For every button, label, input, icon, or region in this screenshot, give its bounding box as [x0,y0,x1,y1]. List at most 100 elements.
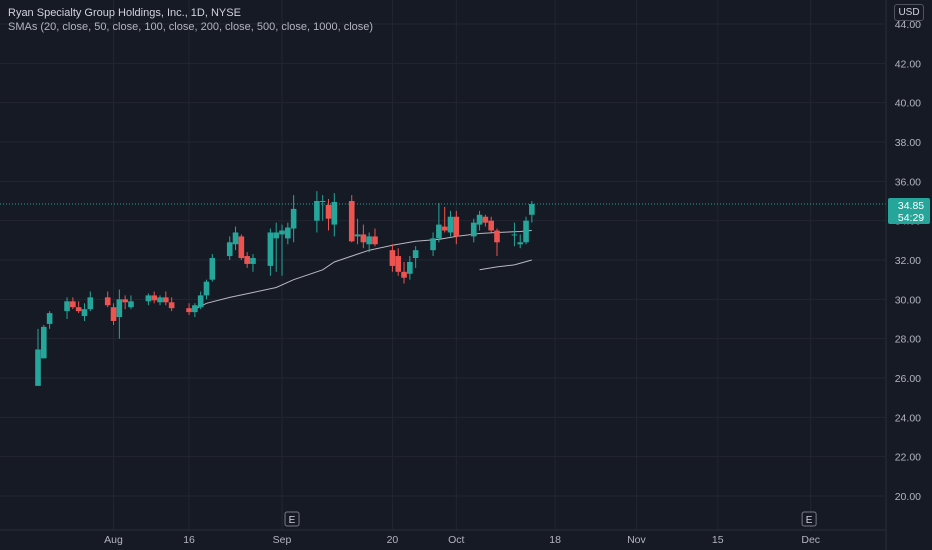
candle [319,195,326,221]
price-tick-label: 22.00 [895,452,921,464]
candle-body [366,236,372,245]
price-axis[interactable]: 20.0022.0024.0026.0028.0030.0032.0034.00… [895,19,921,503]
earnings-marker[interactable]: E [284,511,300,527]
candle [366,232,372,253]
candle-body [319,201,326,203]
candle [372,228,378,247]
candle [523,216,529,245]
candle [470,218,477,243]
candle [348,195,355,243]
earnings-icon[interactable] [801,511,817,527]
candle-body [470,222,477,237]
candle-body [232,232,239,245]
price-tick-label: 40.00 [895,98,921,110]
candle [116,289,123,339]
candle-body [273,232,280,239]
candle [122,295,128,310]
candle [447,210,454,237]
time-tick-label: Aug [104,534,123,546]
candle [412,246,419,268]
time-tick-label: Nov [627,534,646,546]
candle-body [35,349,41,386]
candle-body [70,301,76,308]
candle [197,291,204,310]
candle-body [430,238,436,251]
candle-body [529,203,535,215]
candle-body [267,232,274,266]
candle-body [354,234,361,237]
candle [285,222,291,245]
candle-body [285,227,291,239]
candle-body [290,208,297,229]
candle-body [436,224,442,239]
sma-indicator-label[interactable]: SMAs (20, close, 50, close, 100, close, … [8,21,374,33]
price-tick-label: 30.00 [895,294,921,306]
candle [232,226,239,251]
candle [494,228,500,257]
earnings-label: E [289,515,296,526]
candle [273,222,280,272]
candle-body [488,220,494,231]
candle [110,303,117,325]
candle-body [145,295,152,302]
candle-body [209,258,216,280]
candle [203,279,210,300]
candle-body [81,309,88,317]
sma-line [479,259,532,271]
candle [314,191,320,233]
candle [389,244,396,272]
candle [192,303,198,318]
candle-body [331,201,338,225]
candle [325,199,332,231]
price-tick-label: 24.00 [895,412,921,424]
candle [244,252,250,268]
candle-body [122,299,128,303]
candle-body [482,216,489,223]
candle-body [163,297,169,303]
earnings-marker[interactable]: E [801,511,817,527]
candle [529,201,535,223]
symbol-title[interactable]: Ryan Specialty Group Holdings, Inc., 1D,… [8,7,241,19]
candle [145,293,152,306]
candle-body [110,307,117,321]
candle [157,295,163,306]
time-axis[interactable]: Aug 16 Sep 20 Oct 18 Nov 15 Dec [104,534,820,546]
candle [401,261,407,284]
candle-body [192,305,198,313]
candle-body [41,326,47,359]
candle-body [325,204,332,219]
earnings-icon[interactable] [284,511,300,527]
time-tick-label: 15 [712,534,724,546]
candle [250,254,256,272]
time-tick-label: Sep [273,534,292,546]
candle [128,295,134,310]
candle-body [279,230,285,235]
currency-badge[interactable]: USD [894,4,924,21]
candle-body [447,216,454,233]
candle-body [395,256,402,272]
candle-body [87,297,94,310]
time-tick-label: 16 [183,534,195,546]
candle [453,210,460,245]
price-tick-label: 42.00 [895,58,921,70]
candle-body [75,307,82,312]
candle-body [441,226,448,231]
price-tick-label: 44.00 [895,19,921,31]
time-tick-label: 20 [387,534,399,546]
candle [267,228,274,276]
candle [482,214,489,227]
candle [290,195,297,243]
price-tick-label: 38.00 [895,137,921,149]
candle-body [250,258,256,264]
candle [87,291,94,312]
candle [331,193,338,237]
candle-body [128,301,134,308]
candle [354,218,361,245]
time-tick-label: Dec [801,534,820,546]
time-tick-label: Oct [448,534,464,546]
candles [35,191,535,386]
candle-body [453,216,460,237]
